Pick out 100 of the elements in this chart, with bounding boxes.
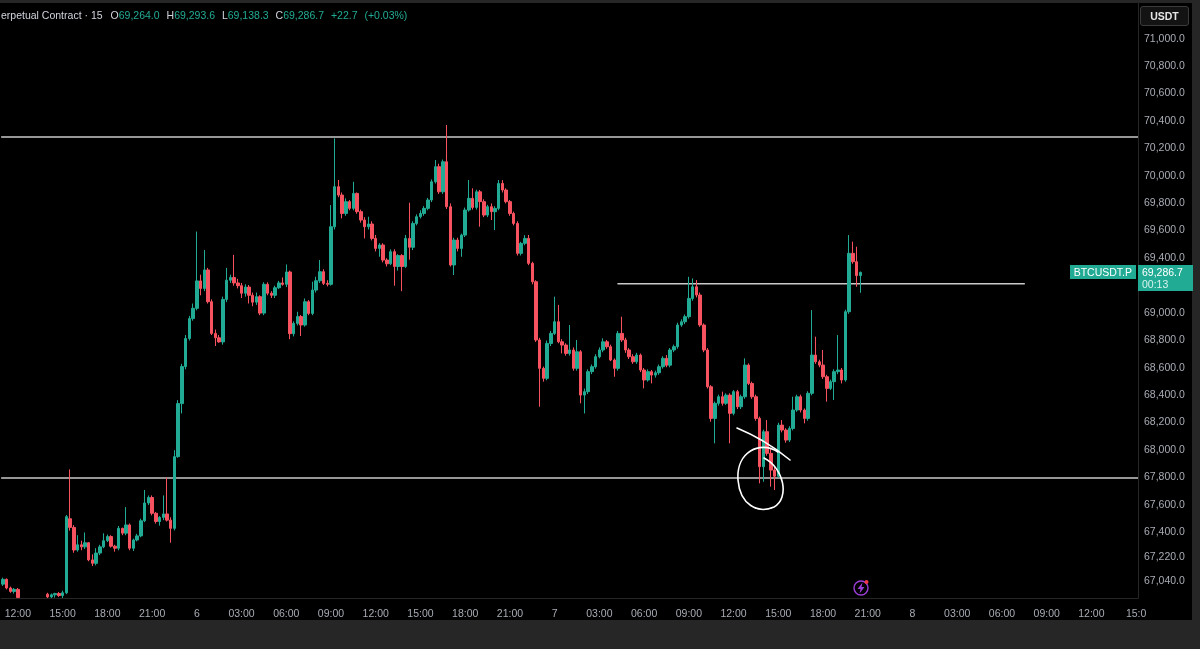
y-tick-label: 68,200.0 (1144, 415, 1186, 428)
candlestick (65, 514, 68, 595)
candlestick (121, 527, 124, 536)
candlestick (255, 292, 258, 306)
x-tick-label: 7 (551, 606, 558, 619)
candlestick (16, 587, 20, 599)
candlestick (322, 268, 325, 286)
candlestick (311, 281, 314, 316)
y-tick-label: 70,200.0 (1144, 141, 1186, 154)
candlestick (724, 392, 728, 406)
candlestick (579, 349, 582, 404)
candlestick (247, 284, 251, 305)
candlestick (437, 163, 441, 195)
candlestick (389, 248, 392, 266)
candlestick (490, 202, 493, 221)
text: erpetual Contract · 15 (1, 9, 103, 21)
y-tick-label: 69,000.0 (1144, 305, 1186, 318)
candlestick (5, 577, 8, 590)
candlestick (203, 249, 206, 292)
x-tick-label: 09:00 (317, 606, 345, 619)
candlestick (400, 253, 404, 292)
candlestick (635, 352, 638, 365)
x-tick-label: 15:0 (1125, 606, 1147, 619)
y-tick-label: 70,400.0 (1144, 113, 1186, 126)
candlestick (456, 237, 459, 252)
x-tick-label: 03:00 (228, 606, 255, 619)
candlestick (859, 270, 862, 294)
candlestick (575, 339, 579, 372)
x-tick-label: 21:00 (496, 606, 524, 619)
candlestick (94, 547, 98, 566)
candlestick (199, 274, 202, 296)
x-tick-label: 18:00 (452, 606, 479, 619)
candlestick (396, 253, 400, 272)
candlestick (840, 367, 843, 384)
candlestick (441, 159, 445, 195)
x-tick-label: 09:00 (675, 606, 703, 619)
candlestick (299, 314, 303, 337)
candlestick (352, 181, 355, 211)
candlestick (676, 322, 679, 350)
candlestick (1, 577, 5, 587)
text: BTCUSDT.P (1069, 265, 1136, 280)
candlestick (486, 204, 489, 218)
x-tick-label: 03:00 (586, 606, 613, 619)
candlestick (303, 297, 307, 328)
x-tick-label: 12:00 (362, 606, 390, 619)
y-tick-label: 67,600.0 (1144, 497, 1186, 510)
candlestick (262, 281, 266, 316)
candlestick (132, 538, 135, 552)
candlestick (124, 506, 128, 536)
candlestick (572, 346, 575, 372)
candlestick (665, 354, 668, 368)
candlestick (814, 336, 817, 365)
candlestick (732, 389, 735, 416)
x-tick-label: 6 (193, 606, 200, 619)
y-tick-label: 67,800.0 (1144, 470, 1186, 483)
y-tick-label: 69,800.0 (1144, 196, 1186, 209)
candlestick (83, 531, 87, 550)
candlestick (53, 592, 57, 599)
x-tick-label: 06:00 (273, 606, 300, 619)
y-tick-label: 70,000.0 (1144, 168, 1186, 181)
candlestick (616, 330, 620, 372)
y-tick-label: 70,800.0 (1144, 58, 1186, 71)
y-tick-label: 69,400.0 (1144, 250, 1186, 263)
y-tick-label: 68,600.0 (1144, 360, 1186, 373)
y-tick-label: 69,600.0 (1144, 223, 1186, 236)
text: 00:13 (1142, 278, 1170, 291)
x-tick-label: 06:00 (988, 606, 1016, 619)
x-tick-label: 06:00 (630, 606, 658, 619)
candlestick (46, 592, 49, 599)
x-tick-label: 8 (909, 606, 916, 619)
candlestick (244, 283, 247, 298)
candlestick (240, 282, 243, 299)
candlestick (217, 334, 221, 344)
text: 69,286.7 (1142, 266, 1183, 279)
x-tick-label: 12:00 (1078, 606, 1105, 619)
candlestick (687, 276, 691, 320)
y-axis-title: USDT (1140, 6, 1189, 26)
x-tick-label: 21:00 (138, 606, 166, 619)
candlestick (564, 342, 568, 357)
y-tick-label: 68,400.0 (1144, 388, 1186, 400)
x-tick-label: 12:00 (720, 606, 747, 619)
candlestick (307, 299, 310, 316)
candlestick (348, 199, 351, 211)
candlestick (258, 294, 262, 316)
candlestick (646, 368, 650, 383)
candlestick (109, 534, 113, 549)
y-tick-label: 71,000.0 (1144, 31, 1186, 44)
x-tick-label: 18:00 (809, 606, 837, 619)
candlestick (378, 242, 381, 258)
candlestick (344, 197, 348, 217)
candlestick (128, 523, 131, 551)
candlestick (452, 237, 456, 276)
candlestick (568, 324, 571, 357)
candlestick (87, 541, 90, 562)
candlestick (471, 187, 474, 211)
x-tick-label: 21:00 (854, 606, 882, 619)
y-tick-label: 68,000.0 (1144, 442, 1186, 455)
candlestick (728, 392, 732, 444)
candlestick (721, 391, 724, 407)
candlestick (285, 263, 288, 288)
